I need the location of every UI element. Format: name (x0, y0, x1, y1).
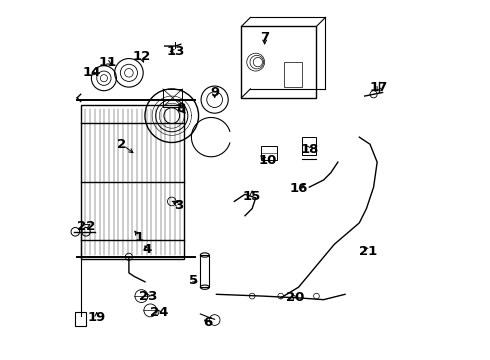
Bar (302, 137, 317, 155)
Text: 9: 9 (210, 86, 219, 99)
Text: 21: 21 (359, 245, 377, 258)
Text: 7: 7 (260, 31, 269, 44)
Text: 11: 11 (98, 55, 117, 69)
Text: 1: 1 (135, 231, 144, 244)
Text: 5: 5 (189, 274, 198, 287)
Bar (200, 255, 209, 287)
Text: 14: 14 (82, 66, 100, 79)
Text: 8: 8 (176, 102, 185, 115)
Text: 16: 16 (290, 183, 308, 195)
Text: 22: 22 (77, 220, 95, 233)
Bar (242, 26, 317, 98)
Text: 18: 18 (300, 143, 318, 156)
Text: 13: 13 (166, 45, 185, 58)
Text: 24: 24 (150, 306, 169, 319)
Text: 4: 4 (142, 243, 151, 256)
Bar (163, 89, 182, 107)
Text: 20: 20 (286, 291, 304, 305)
Text: 23: 23 (139, 289, 158, 303)
Bar (284, 62, 302, 87)
Text: 17: 17 (370, 81, 388, 94)
Text: 2: 2 (117, 138, 126, 151)
Bar (75, 312, 86, 327)
Text: 19: 19 (88, 311, 106, 324)
Text: 12: 12 (132, 50, 150, 63)
Text: 6: 6 (203, 316, 212, 329)
Text: 10: 10 (259, 154, 277, 167)
Bar (261, 146, 277, 160)
Text: 3: 3 (174, 198, 184, 212)
Text: 15: 15 (243, 190, 261, 203)
